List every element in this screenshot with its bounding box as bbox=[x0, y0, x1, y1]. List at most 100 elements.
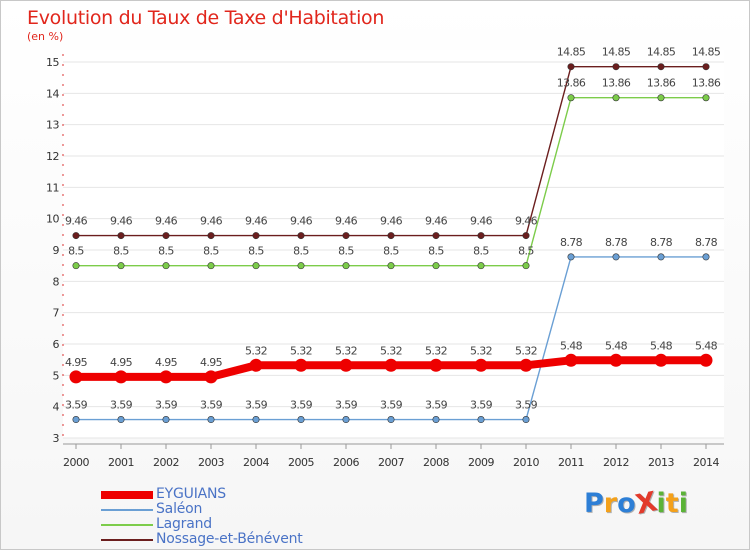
data-point bbox=[567, 94, 575, 102]
x-tick-label: 2002 bbox=[153, 456, 179, 469]
data-label: 9.46 bbox=[290, 215, 313, 228]
logo-letter: o bbox=[617, 488, 636, 519]
data-point bbox=[72, 416, 80, 424]
data-label: 5.32 bbox=[290, 344, 312, 357]
data-label: 8.5 bbox=[293, 245, 309, 258]
x-tick-label: 2012 bbox=[603, 456, 629, 469]
x-tick-label: 2008 bbox=[423, 456, 449, 469]
data-label: 13.86 bbox=[647, 77, 676, 90]
legend-swatch bbox=[101, 524, 153, 526]
data-point bbox=[207, 232, 215, 240]
data-point bbox=[699, 353, 713, 367]
data-point bbox=[564, 353, 578, 367]
data-label: 8.5 bbox=[113, 245, 129, 258]
data-label: 5.48 bbox=[560, 339, 583, 352]
data-label: 14.85 bbox=[557, 46, 586, 59]
data-point bbox=[432, 232, 440, 240]
data-point bbox=[702, 63, 710, 71]
data-point bbox=[117, 232, 125, 240]
data-label: 9.46 bbox=[380, 215, 403, 228]
data-point bbox=[432, 416, 440, 424]
data-point bbox=[342, 232, 350, 240]
data-point bbox=[432, 262, 440, 270]
data-label: 5.48 bbox=[695, 339, 718, 352]
x-tick-label: 2009 bbox=[468, 456, 494, 469]
y-tick-label: 13 bbox=[46, 119, 59, 132]
data-point bbox=[69, 370, 83, 384]
data-point bbox=[567, 253, 575, 261]
data-label: 3.59 bbox=[290, 399, 313, 412]
data-label: 5.32 bbox=[515, 344, 537, 357]
data-point bbox=[612, 63, 620, 71]
data-label: 8.5 bbox=[203, 245, 219, 258]
legend-label: EYGUIANS bbox=[156, 486, 226, 502]
data-label: 3.59 bbox=[200, 399, 223, 412]
data-point bbox=[519, 358, 533, 372]
data-label: 8.78 bbox=[650, 236, 673, 249]
logo-letter: P bbox=[584, 488, 604, 519]
y-tick-label: 9 bbox=[53, 244, 60, 257]
data-label: 5.48 bbox=[650, 339, 673, 352]
data-label: 4.95 bbox=[155, 356, 178, 369]
y-tick-label: 15 bbox=[46, 56, 59, 69]
data-label: 9.46 bbox=[65, 215, 88, 228]
y-tick-label: 4 bbox=[53, 401, 60, 414]
data-point bbox=[297, 232, 305, 240]
data-label: 4.95 bbox=[110, 356, 133, 369]
data-label: 3.59 bbox=[335, 399, 358, 412]
data-label: 8.5 bbox=[383, 245, 399, 258]
data-point bbox=[342, 416, 350, 424]
y-tick-label: 8 bbox=[53, 275, 60, 288]
data-point bbox=[657, 94, 665, 102]
data-label: 3.59 bbox=[470, 399, 493, 412]
data-label: 5.32 bbox=[470, 344, 492, 357]
data-label: 9.46 bbox=[425, 215, 448, 228]
data-point bbox=[657, 63, 665, 71]
x-tick-label: 2011 bbox=[558, 456, 584, 469]
data-point bbox=[252, 232, 260, 240]
legend-swatch bbox=[101, 539, 153, 541]
data-point bbox=[702, 94, 710, 102]
data-point bbox=[429, 358, 443, 372]
data-label: 13.86 bbox=[557, 77, 586, 90]
data-label: 3.59 bbox=[515, 399, 538, 412]
x-tick-label: 2004 bbox=[243, 456, 269, 469]
data-point bbox=[477, 416, 485, 424]
data-point bbox=[522, 262, 530, 270]
data-point bbox=[117, 416, 125, 424]
data-point bbox=[477, 262, 485, 270]
data-label: 14.85 bbox=[692, 46, 721, 59]
x-tick-label: 2001 bbox=[108, 456, 134, 469]
x-tick-label: 2000 bbox=[63, 456, 89, 469]
data-label: 14.85 bbox=[602, 46, 631, 59]
data-label: 13.86 bbox=[692, 77, 721, 90]
data-point bbox=[117, 262, 125, 270]
data-label: 8.5 bbox=[518, 245, 534, 258]
data-label: 8.5 bbox=[428, 245, 444, 258]
data-point bbox=[612, 253, 620, 261]
x-tick-label: 2005 bbox=[288, 456, 314, 469]
data-label: 9.46 bbox=[200, 215, 223, 228]
data-label: 9.46 bbox=[155, 215, 178, 228]
logo-letter: i bbox=[656, 488, 666, 519]
logo-letter: t bbox=[665, 488, 679, 519]
data-label: 5.32 bbox=[335, 344, 357, 357]
data-label: 9.46 bbox=[245, 215, 268, 228]
x-tick-label: 2013 bbox=[648, 456, 674, 469]
data-label: 9.46 bbox=[515, 215, 538, 228]
data-point bbox=[252, 262, 260, 270]
data-point bbox=[387, 262, 395, 270]
x-tick-label: 2010 bbox=[513, 456, 539, 469]
data-label: 4.95 bbox=[65, 356, 88, 369]
data-label: 9.46 bbox=[335, 215, 358, 228]
data-label: 8.5 bbox=[473, 245, 489, 258]
data-label: 5.48 bbox=[605, 339, 628, 352]
data-label: 4.95 bbox=[200, 356, 223, 369]
logo-letter: r bbox=[603, 488, 618, 519]
data-label: 8.5 bbox=[158, 245, 174, 258]
logo-letter: X bbox=[632, 486, 660, 521]
data-label: 5.32 bbox=[425, 344, 447, 357]
x-tick-label: 2014 bbox=[693, 456, 719, 469]
y-tick-label: 12 bbox=[46, 150, 59, 163]
